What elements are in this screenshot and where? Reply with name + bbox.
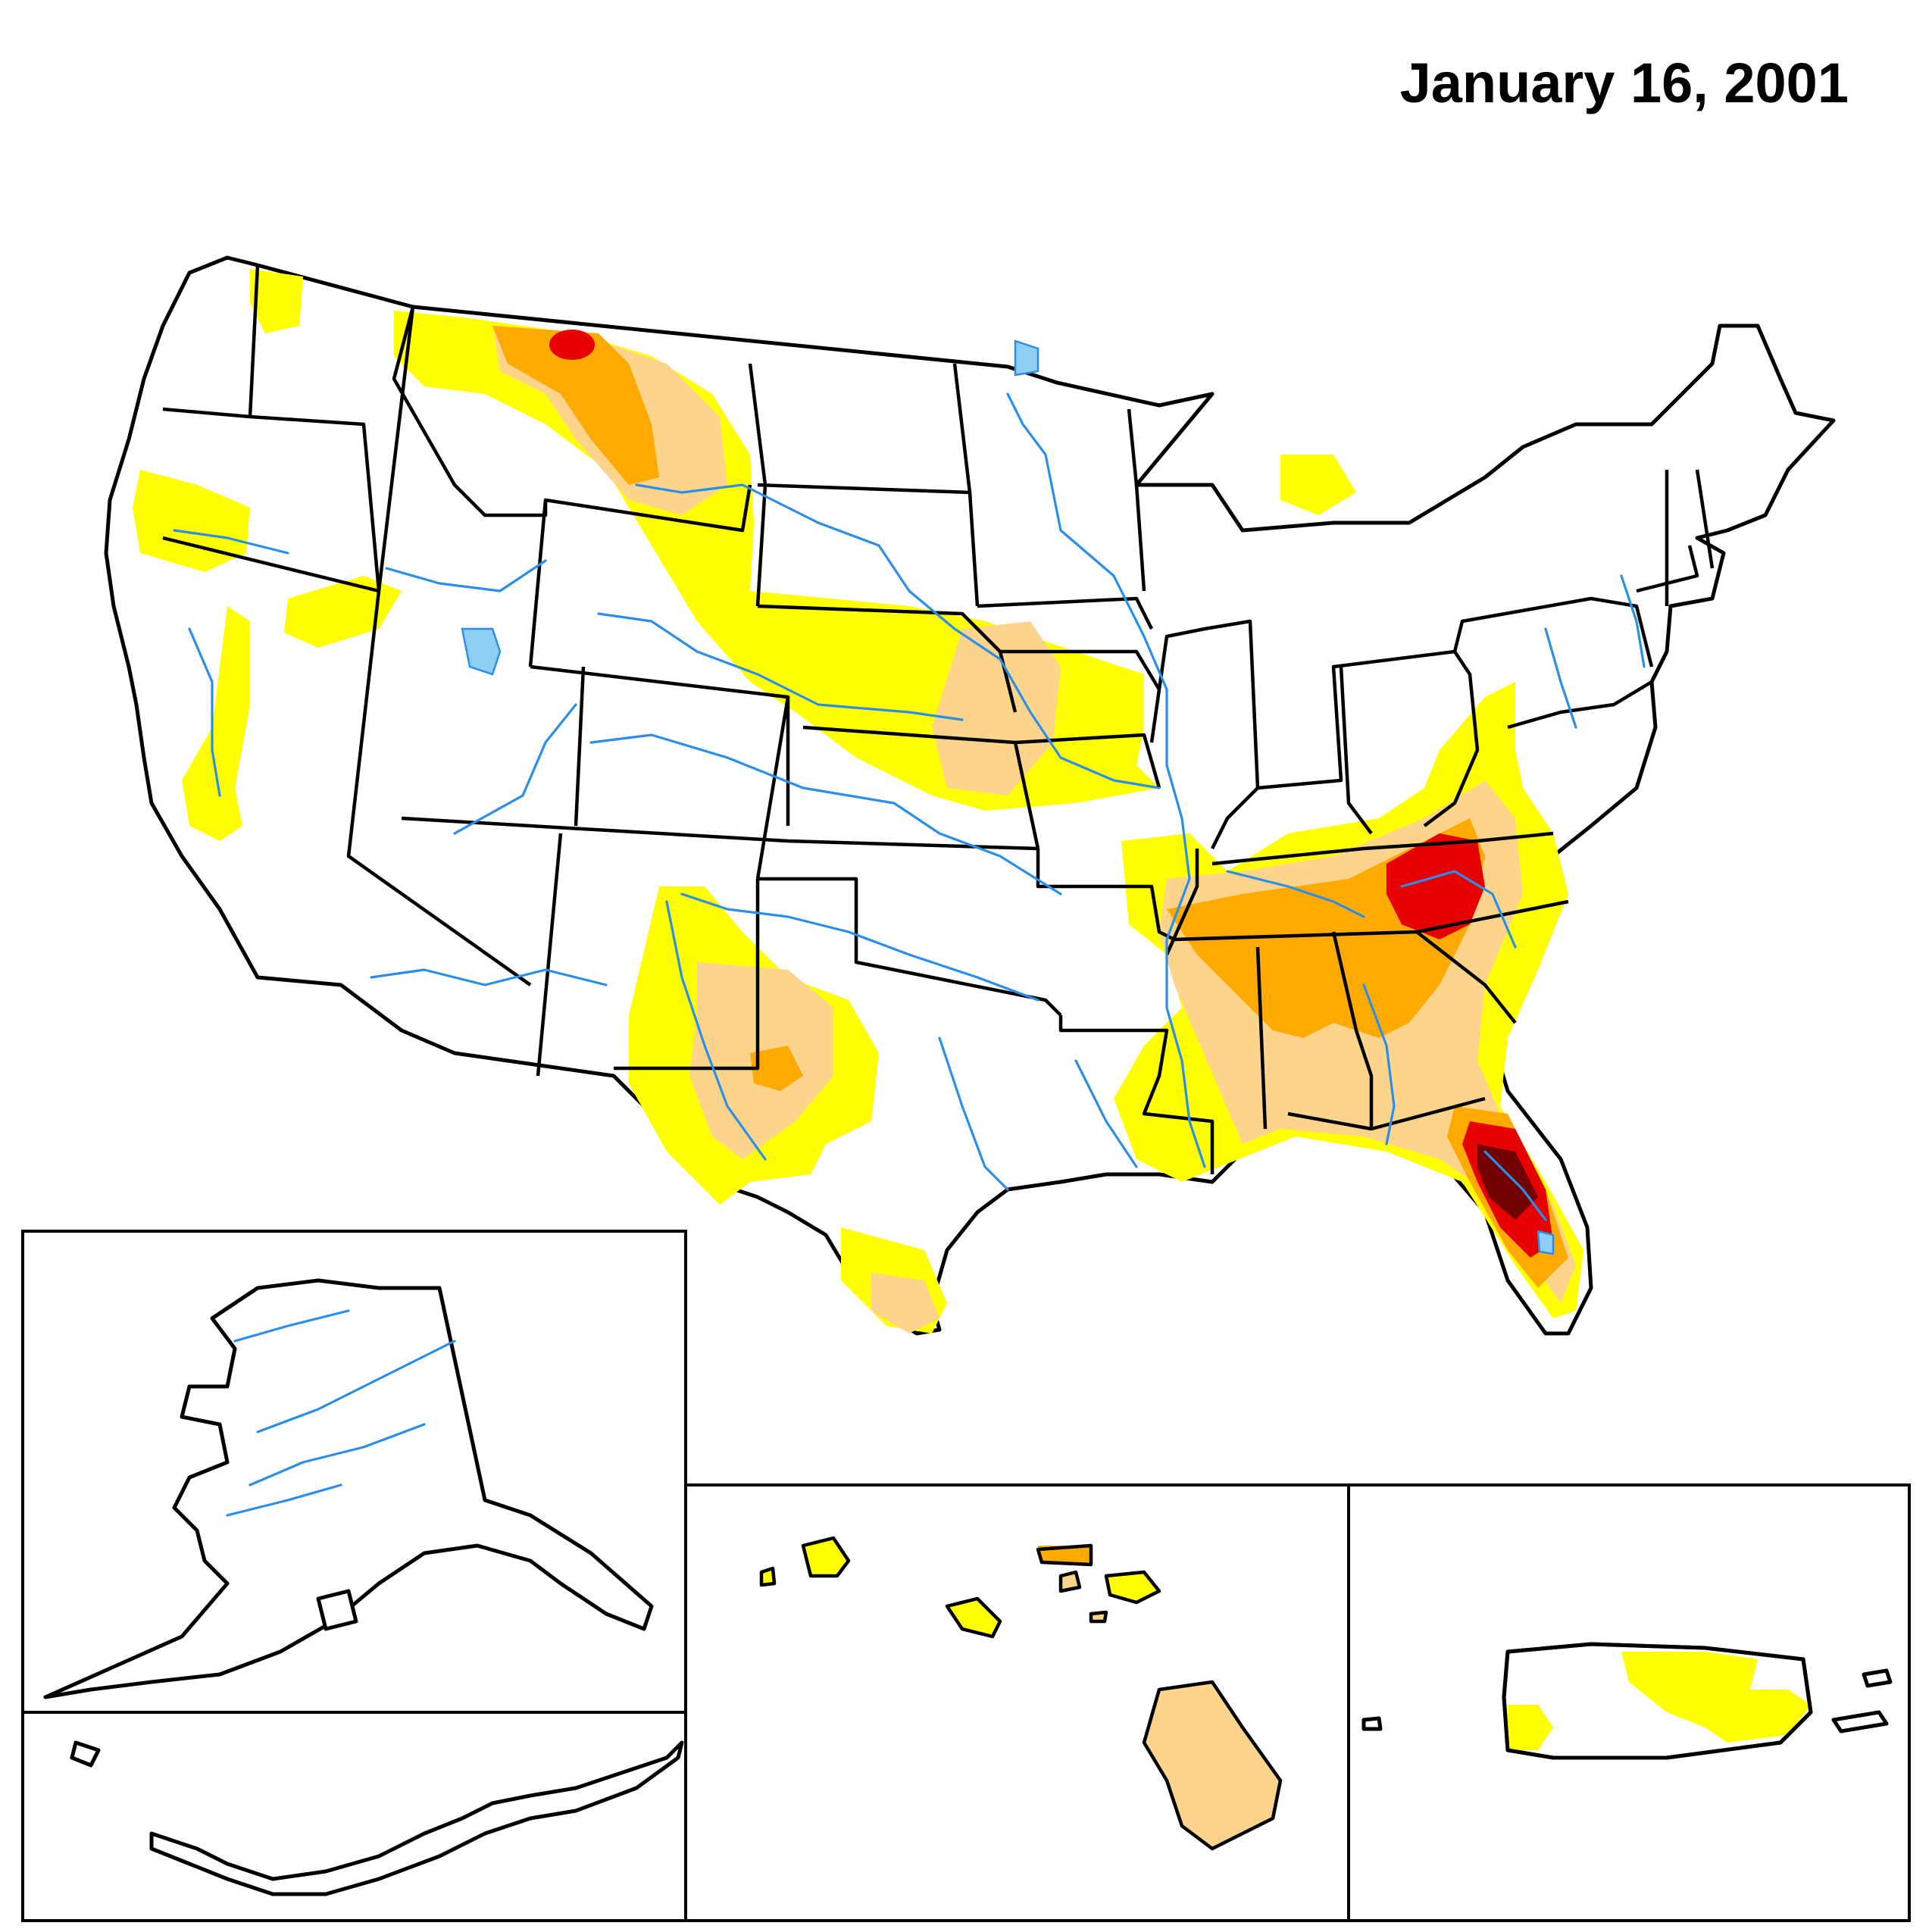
- d3-montana: [549, 330, 595, 360]
- d0-pacific-northwest: [250, 269, 303, 333]
- kodiak-island: [316, 1589, 358, 1631]
- drought-d4-areas: [1477, 1144, 1538, 1220]
- kahoolawe: [1089, 1610, 1108, 1624]
- lanai: [1058, 1570, 1082, 1593]
- d4-florida: [1477, 1144, 1538, 1220]
- hawaii-inset: [684, 1483, 1350, 1922]
- d0-nevada-north: [284, 576, 402, 648]
- pr-drought-west: [1508, 1705, 1553, 1750]
- culebra: [1862, 1668, 1893, 1688]
- contiguous-us: [104, 255, 1836, 1811]
- vieques: [1831, 1710, 1889, 1733]
- aleutians-inset-frame: [21, 1711, 687, 1922]
- d1-south-texas: [871, 1273, 939, 1333]
- lakes: [461, 339, 1555, 1255]
- molokai: [1036, 1543, 1093, 1567]
- alaska-inset: [21, 1230, 687, 1922]
- maui: [1104, 1570, 1161, 1605]
- d1-nebraska-iowa: [932, 621, 1061, 796]
- map-date-title: January 16, 2001: [1400, 52, 1849, 114]
- kauai: [801, 1536, 851, 1578]
- rivers: [173, 392, 1646, 1221]
- d0-california: [182, 606, 250, 841]
- great-salt-lake: [461, 627, 502, 676]
- aleutian-chain: [70, 1740, 101, 1768]
- niihau: [759, 1566, 777, 1587]
- oahu: [945, 1596, 1002, 1639]
- pr-drought-east: [1621, 1652, 1811, 1743]
- lake-of-the-woods: [1014, 339, 1039, 377]
- lake-okeechobee: [1537, 1230, 1555, 1255]
- d0-oregon-coast: [133, 470, 250, 572]
- mona-island: [1361, 1716, 1383, 1731]
- puerto-rico-inset-frame: [1347, 1483, 1911, 1922]
- d3-tennessee: [1386, 833, 1485, 939]
- d2-west-texas: [750, 1046, 803, 1091]
- alaska-outline: [43, 1278, 654, 1699]
- d2-montana: [492, 326, 659, 485]
- state-borders: [162, 264, 1715, 1174]
- d0-michigan-up: [1280, 455, 1356, 515]
- big-island: [1142, 1680, 1283, 1851]
- puerto-rico-inset: [1347, 1483, 1911, 1922]
- hawaii-inset-frame: [684, 1483, 1350, 1922]
